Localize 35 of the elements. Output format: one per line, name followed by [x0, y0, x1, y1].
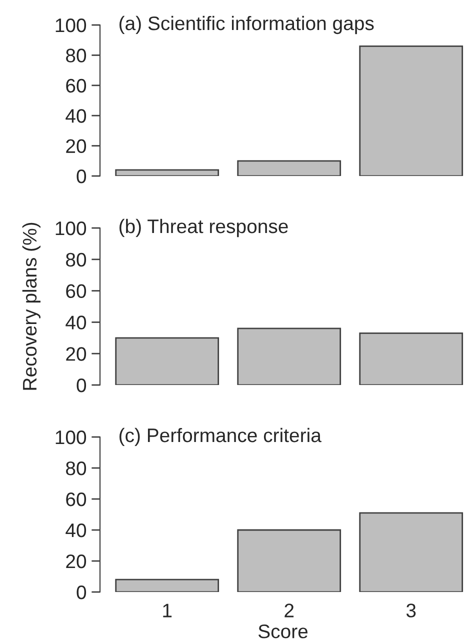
bar: [359, 512, 464, 592]
y-tick-label: 80: [66, 461, 86, 476]
x-tick-label: 1: [163, 604, 172, 618]
y-tick-label: 60: [66, 284, 86, 298]
y-tick-label: 40: [66, 523, 86, 538]
x-axis-title: Score: [258, 624, 308, 638]
y-tick-label: 20: [66, 347, 86, 361]
y-tick-label: 20: [66, 139, 86, 154]
y-tick-label: 80: [66, 48, 86, 62]
y-tick-label: 0: [76, 378, 86, 392]
bar: [237, 328, 342, 385]
y-tick-label: 40: [66, 316, 86, 330]
bar: [359, 332, 464, 385]
y-tick-label: 80: [66, 252, 86, 267]
x-tick-label: 2: [284, 604, 294, 618]
bar: [115, 578, 220, 592]
y-tick-label: 100: [56, 430, 86, 444]
bar: [237, 529, 342, 592]
chart-title: (b) Threat response: [120, 218, 288, 238]
y-tick-label: 40: [66, 109, 86, 123]
bar: [237, 160, 342, 176]
x-tick-label: 3: [406, 604, 416, 618]
chart-title: (a) Scientific information gaps: [120, 16, 374, 34]
y-tick-label: 100: [56, 221, 86, 236]
y-tick-label: 60: [66, 78, 86, 93]
y-axis-title: Recovery plans (%): [22, 222, 40, 390]
y-tick-label: 0: [76, 585, 86, 600]
bar: [359, 45, 464, 176]
y-tick-label: 0: [76, 169, 86, 184]
y-tick-label: 20: [66, 554, 86, 568]
bar: [115, 169, 220, 176]
bar: [115, 337, 220, 385]
chart-title: (c) Performance criteria: [120, 428, 322, 446]
y-tick-label: 60: [66, 492, 86, 506]
y-tick-label: 100: [56, 18, 86, 32]
